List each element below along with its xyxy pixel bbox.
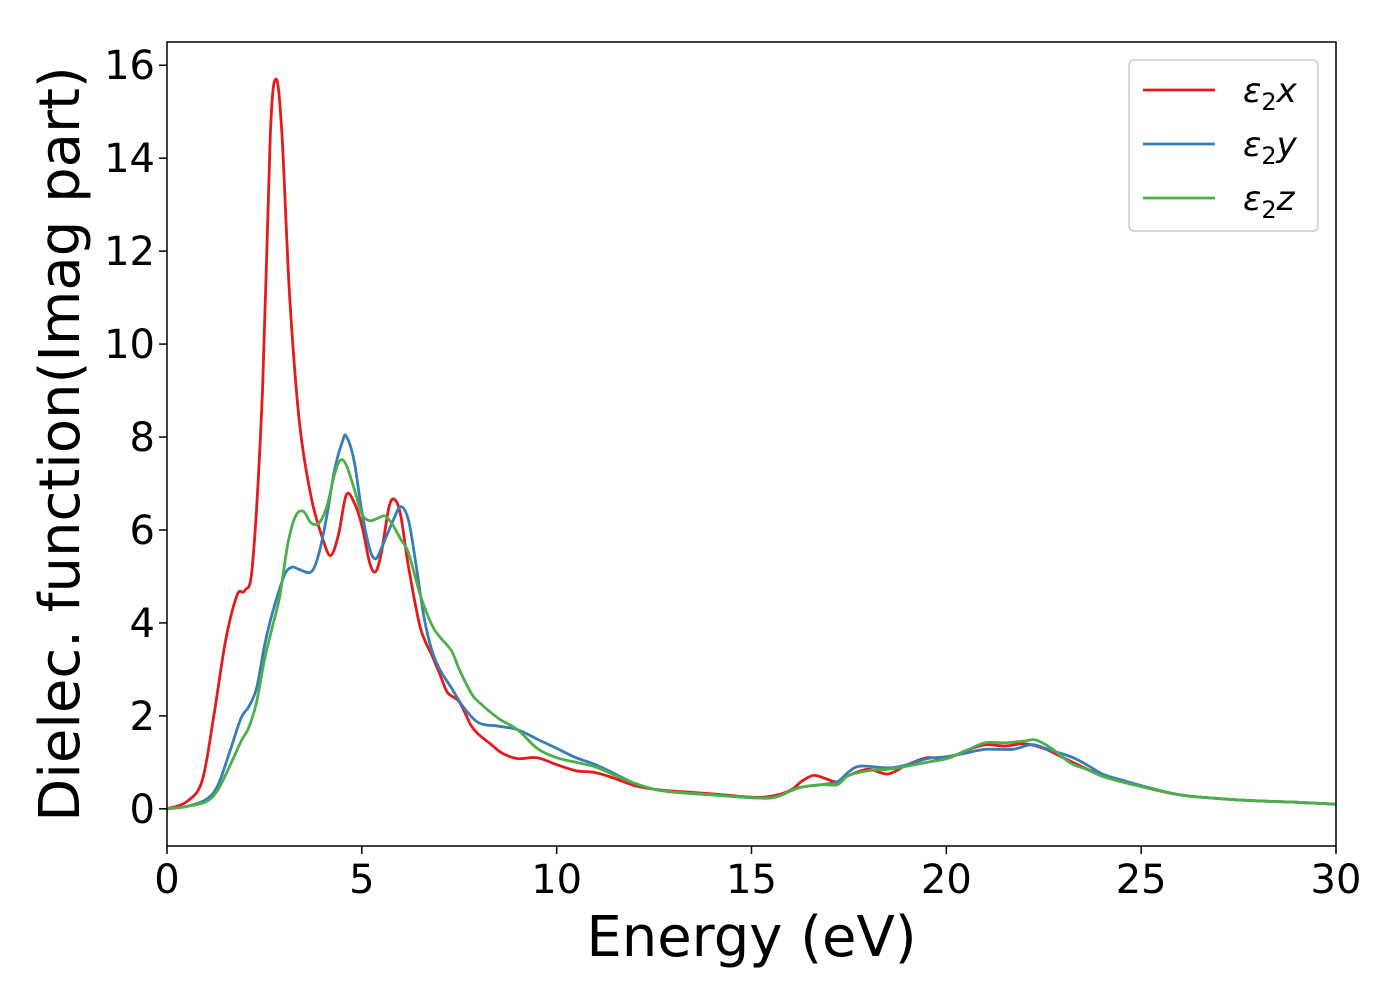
legend-item-z: ε2z	[1143, 179, 1296, 224]
x-tick-label: 30	[1311, 857, 1362, 903]
x-tick-label: 25	[1116, 857, 1167, 903]
legend-box	[1128, 59, 1319, 232]
legend-label: ε2y	[1243, 125, 1298, 170]
x-tick-label: 15	[726, 857, 777, 903]
y-tick-label: 10	[104, 322, 155, 368]
y-tick-label: 16	[104, 43, 155, 89]
x-axis-label: Energy (eV)	[586, 905, 916, 970]
x-axis-ticks: 0 5 10 15 20 25 30	[154, 846, 1361, 903]
x-tick-label: 20	[921, 857, 972, 903]
x-tick-label: 5	[349, 857, 374, 903]
legend-label: ε2x	[1243, 71, 1298, 116]
legend-item-x: ε2x	[1143, 71, 1298, 116]
y-tick-label: 14	[104, 136, 155, 182]
series-line-y	[166, 433, 1337, 811]
legend-item-y: ε2y	[1143, 125, 1298, 170]
y-tick-label: 0	[130, 787, 155, 833]
y-axis-label: Dielec. function(Imag part)	[28, 66, 93, 822]
y-tick-label: 8	[130, 415, 155, 461]
plot-lines	[166, 77, 1337, 811]
legend-label: ε2z	[1243, 179, 1296, 224]
legend: ε2x ε2y ε2z	[1128, 59, 1319, 232]
y-tick-label: 6	[130, 508, 155, 554]
y-tick-label: 4	[130, 601, 155, 647]
x-tick-label: 0	[154, 857, 179, 903]
y-tick-label: 12	[104, 229, 155, 275]
y-axis-ticks: 0 2 4 6 8 10 12 14 16	[104, 43, 167, 833]
y-tick-label: 2	[130, 694, 155, 740]
series-line-z	[166, 458, 1337, 811]
x-tick-label: 10	[531, 857, 582, 903]
